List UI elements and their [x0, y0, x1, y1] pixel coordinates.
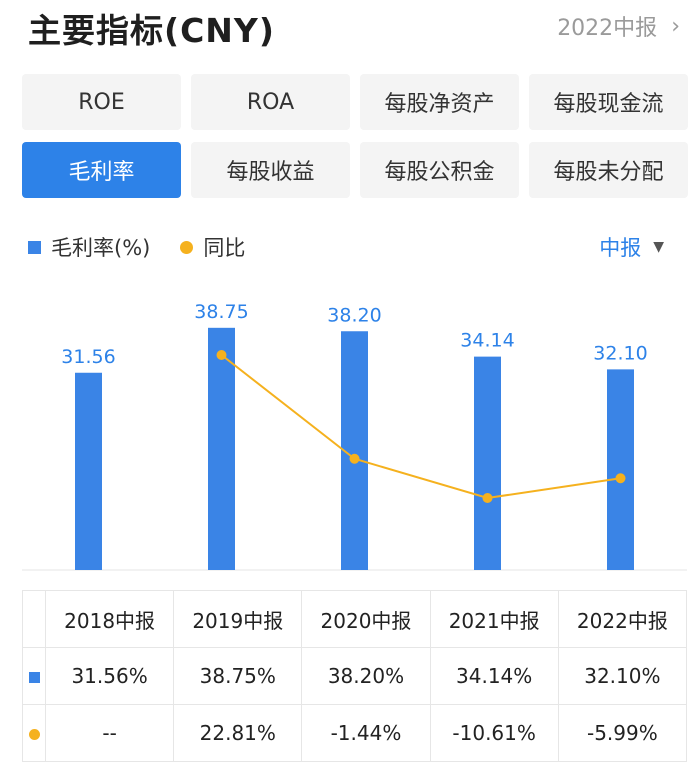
tab-undistributed-per-share[interactable]: 每股未分配: [529, 142, 688, 198]
yoy-point: [482, 493, 493, 503]
bar: [75, 372, 102, 570]
period-label: 2022中报: [557, 16, 658, 41]
period-selector[interactable]: 2022中报 ›: [557, 10, 680, 42]
bar: [474, 356, 501, 570]
tab-roa[interactable]: ROA: [191, 74, 350, 130]
table-header: 2022中报: [557, 590, 688, 648]
legend-series2: 同比: [203, 236, 246, 260]
page-title: 主要指标(CNY): [28, 11, 275, 50]
tab-label: ROA: [246, 89, 295, 115]
tab-gross-margin[interactable]: 毛利率: [22, 142, 181, 198]
yoy-point: [349, 453, 360, 464]
bar-value-label: 34.14: [460, 330, 514, 352]
row-marker: [22, 647, 46, 705]
header: 主要指标(CNY) 2022中报 ›: [0, 0, 700, 56]
table-cell: 22.81%: [173, 704, 303, 762]
tab-label: 每股收益: [226, 160, 315, 185]
table-cell: 32.10%: [557, 647, 688, 705]
line-series-marker: [28, 729, 40, 740]
table-cell: -10.61%: [429, 704, 559, 762]
tab-eps[interactable]: 每股收益: [191, 142, 350, 198]
table-row: -- 22.81% -1.44% -10.61% -5.99%: [22, 704, 688, 762]
table-row: 31.56% 38.75% 38.20% 34.14% 32.10%: [22, 647, 688, 705]
legend-series1: 毛利率(%): [51, 236, 151, 260]
table-corner: [22, 590, 46, 648]
tab-net-assets-per-share[interactable]: 每股净资产: [360, 74, 519, 130]
table-cell: --: [44, 704, 175, 762]
bar-series-swatch: [28, 240, 41, 254]
bar-value-label: 38.75: [194, 301, 248, 323]
row-marker: [22, 704, 46, 762]
tab-label: 每股未分配: [553, 160, 664, 185]
table-cell: 38.75%: [173, 647, 303, 705]
table-cell: 34.14%: [429, 647, 559, 705]
report-type-dropdown[interactable]: 中报 ▼: [599, 232, 664, 262]
tab-label: 每股公积金: [384, 160, 495, 185]
bar: [607, 369, 634, 570]
table-header-row: 2018中报 2019中报 2020中报 2021中报 2022中报: [22, 590, 688, 648]
table-cell: -1.44%: [301, 704, 431, 762]
data-table: 2018中报 2019中报 2020中报 2021中报 2022中报 31.56…: [22, 590, 688, 762]
table-header: 2018中报: [44, 590, 175, 648]
table-cell: 31.56%: [44, 647, 175, 705]
tab-label: 毛利率: [68, 160, 135, 185]
chart-legend: 毛利率(%) 同比: [28, 232, 245, 262]
tab-label: 每股现金流: [553, 92, 664, 117]
line-series-swatch: [180, 240, 194, 254]
chevron-right-icon: ›: [671, 13, 680, 39]
tab-roe[interactable]: ROE: [22, 74, 181, 130]
table-cell: 38.20%: [301, 647, 431, 705]
yoy-line: [220, 354, 621, 500]
bar-value-label: 32.10: [593, 342, 647, 364]
table-header: 2019中报: [173, 590, 303, 648]
yoy-point: [615, 473, 626, 484]
gross-margin-chart: 31.56 38.75 38.20 34.14 32.10: [22, 301, 687, 571]
report-type-label: 中报: [599, 236, 642, 260]
bar: [208, 327, 235, 570]
tab-label: 每股净资产: [384, 92, 495, 117]
tab-label: ROE: [78, 89, 125, 115]
table-header: 2021中报: [429, 590, 559, 648]
caret-down-icon: ▼: [653, 239, 664, 255]
metric-tabs: ROE ROA 每股净资产 每股现金流 毛利率 每股收益 每股公积金 每股未分配: [22, 74, 688, 198]
table-header: 2020中报: [301, 590, 431, 648]
table-cell: -5.99%: [557, 704, 688, 762]
bar-value-label: 31.56: [61, 346, 115, 368]
tab-reserve-per-share[interactable]: 每股公积金: [360, 142, 519, 198]
bar-series-marker: [28, 672, 40, 683]
bar-value-label: 38.20: [327, 304, 381, 326]
yoy-point: [216, 350, 227, 360]
tab-cash-flow-per-share[interactable]: 每股现金流: [529, 74, 688, 130]
